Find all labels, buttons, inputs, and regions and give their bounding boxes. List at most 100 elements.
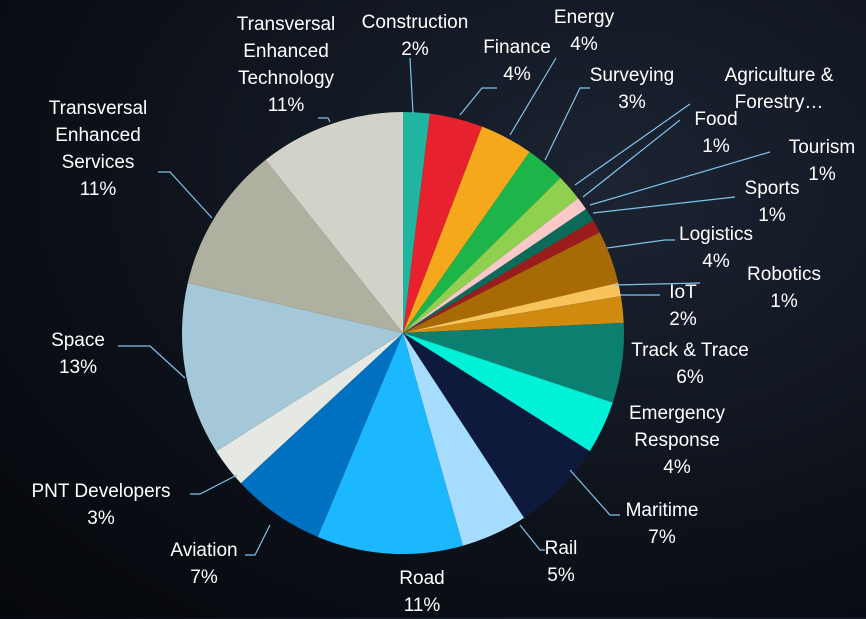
category-label: Surveying [589,65,675,86]
category-label: Logistics [679,224,753,245]
value-label: 4% [702,251,730,272]
category-label: Food [694,109,738,130]
value-label: 11% [267,95,305,116]
value-label: 11% [79,179,117,200]
data-label: Road 11% [382,565,462,619]
pie-slice [216,333,403,484]
data-label: Robotics 1% [734,261,834,315]
pie-slice [403,126,530,333]
pie-slice [403,232,619,333]
leader-line [245,524,271,556]
category-label: Energy [553,7,615,28]
category-label: Tourism [788,137,856,158]
data-label: Energy 4% [539,4,629,58]
pie-slice [403,209,594,333]
data-label: PNT Developers 3% [11,478,191,532]
category-label: Transversal Enhanced Services [48,98,148,173]
value-label: 1% [808,164,836,185]
pie-slice [403,113,483,334]
pie-slice [403,177,579,333]
leader-line [614,282,701,286]
data-label: Emergency Response 4% [607,400,747,481]
category-label: PNT Developers [31,481,171,502]
data-label: Surveying 3% [577,62,687,116]
leader-line [582,119,681,198]
leader-line [459,87,497,116]
value-label: 7% [190,567,218,588]
value-label: 3% [618,92,646,113]
data-label: Agriculture & Forestry… [699,62,859,116]
leader-line [409,57,414,114]
pie-slice [403,220,600,333]
category-label: Space [51,330,105,351]
category-label: Finance [483,37,551,58]
data-label: Construction 2% [350,9,480,63]
category-label: Emergency Response [628,403,726,451]
pie-slice [240,333,403,537]
data-label: Transversal Enhanced Technology 11% [216,11,356,119]
value-label: 6% [676,367,704,388]
category-label: IoT [669,282,697,303]
data-label: Track & Trace 6% [615,337,765,391]
data-label: IoT 2% [653,279,713,333]
category-label: Sports [744,178,800,199]
category-label: Aviation [170,540,238,561]
pie-slice [187,159,403,333]
value-label: 1% [702,136,730,157]
data-label: Logistics 4% [666,221,766,275]
pie-slice [403,112,430,333]
pie-slice [403,282,621,333]
category-label: Rail [544,538,578,559]
category-label: Road [399,568,445,589]
leader-line [519,524,545,551]
data-label: Space 13% [38,327,118,381]
data-label: Food 1% [681,106,751,160]
category-label: Track & Trace [631,340,749,361]
leader-line [589,151,771,206]
pie-slice [403,333,613,452]
value-label: 1% [770,291,798,312]
category-label: Transversal Enhanced Technology [236,14,336,89]
pie-slice [182,282,403,452]
value-label: 5% [547,565,575,586]
pie-slice [403,333,525,546]
pie-slice [403,151,561,333]
category-label: Robotics [747,264,821,285]
value-label: 13% [58,357,98,378]
value-label: 4% [503,64,531,85]
leader-line [592,196,736,214]
data-label: Finance 4% [472,34,562,88]
pie-slice [403,322,624,403]
data-label: Rail 5% [531,535,591,589]
leader-line [569,469,620,516]
value-label: 4% [570,34,598,55]
leader-line [318,117,331,123]
leader-line [190,474,238,495]
value-label: 4% [663,457,691,478]
value-label: 2% [401,39,429,60]
data-label: Aviation 7% [154,537,254,591]
category-label: Construction [361,12,469,33]
leader-line [574,103,691,186]
leader-line [544,87,590,161]
data-label: Maritime 7% [612,497,712,551]
value-label: 11% [403,595,441,616]
data-label: Transversal Enhanced Services 11% [33,95,163,203]
pie-slice [265,112,403,333]
pie-slice [317,333,463,554]
value-label: 1% [758,205,786,226]
pie-slice [403,333,590,518]
value-label: 2% [669,309,697,330]
category-label: Maritime [625,500,699,521]
leader-line [509,57,557,136]
data-label: Sports 1% [732,175,812,229]
value-label: 7% [648,527,676,548]
value-label: 3% [87,508,115,529]
leader-line [606,239,675,249]
category-label: Agriculture & Forestry… [724,65,834,113]
leader-line [158,171,213,219]
leader-line [118,345,186,379]
pie-slice [403,296,624,333]
